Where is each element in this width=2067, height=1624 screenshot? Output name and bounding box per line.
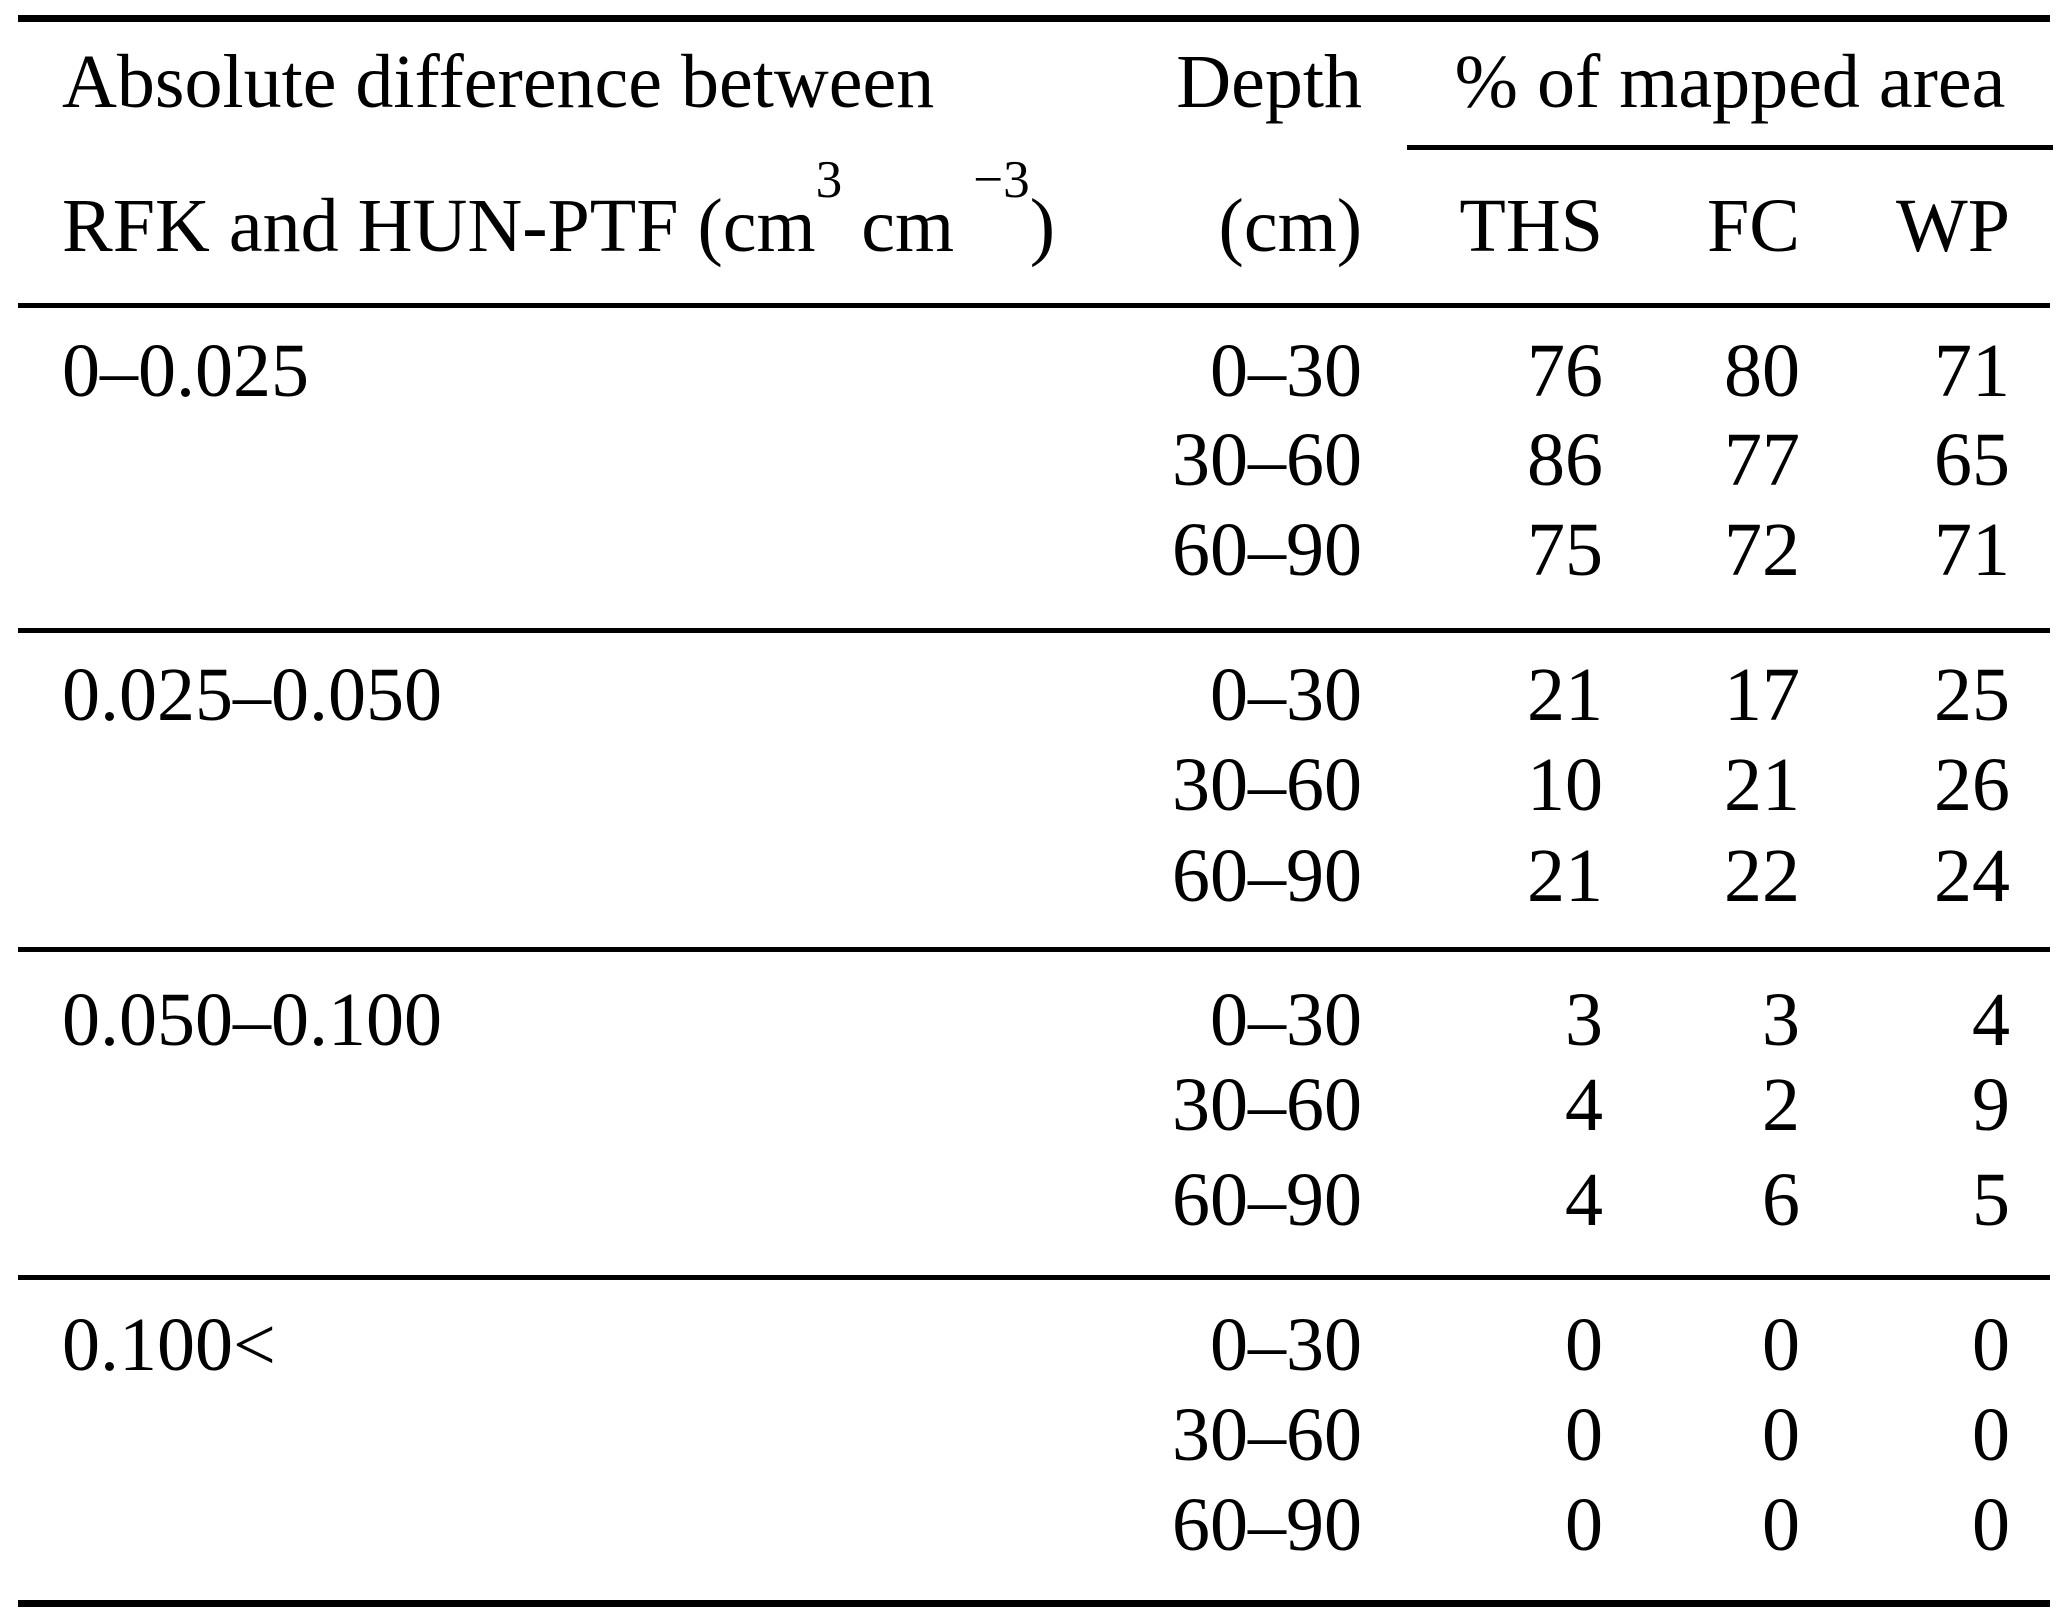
ths-value-cell: 3 bbox=[1565, 978, 1603, 1062]
column-header-ths: THS bbox=[1459, 184, 1603, 268]
table-top-rule bbox=[18, 15, 2050, 22]
depth-cell: 60–90 bbox=[1172, 834, 1362, 918]
mapped-area-spanner-rule bbox=[1407, 145, 2053, 150]
depth-header-line2: (cm) bbox=[1218, 184, 1362, 268]
ths-value-cell: 4 bbox=[1565, 1158, 1603, 1242]
ths-value-cell: 21 bbox=[1527, 653, 1603, 737]
fc-value-cell: 3 bbox=[1762, 978, 1800, 1062]
mapped-area-header: % of mapped area bbox=[1454, 40, 2006, 124]
wp-value-cell: 71 bbox=[1934, 508, 2010, 592]
ths-value-cell: 0 bbox=[1565, 1393, 1603, 1477]
ths-value-cell: 10 bbox=[1527, 743, 1603, 827]
wp-value-cell: 24 bbox=[1934, 834, 2010, 918]
table-row: 0.025–0.050 0–30 21 17 25 bbox=[0, 650, 2067, 740]
table-row: 60–90 4 6 5 bbox=[0, 1155, 2067, 1245]
ths-value-cell: 0 bbox=[1565, 1483, 1603, 1567]
diff-header-suffix: ) bbox=[1029, 184, 1056, 268]
table-row: 0.100< 0–30 0 0 0 bbox=[0, 1300, 2067, 1390]
fc-value-cell: 0 bbox=[1762, 1483, 1800, 1567]
wp-value-cell: 0 bbox=[1972, 1483, 2010, 1567]
table-row: 30–60 86 77 65 bbox=[0, 415, 2067, 505]
fc-value-cell: 77 bbox=[1724, 418, 1800, 502]
depth-cell: 30–60 bbox=[1172, 418, 1362, 502]
wp-value-cell: 9 bbox=[1972, 1063, 2010, 1147]
column-header-fc: FC bbox=[1707, 184, 1800, 268]
fc-value-cell: 21 bbox=[1724, 743, 1800, 827]
depth-cell: 60–90 bbox=[1172, 508, 1362, 592]
group-separator-rule-3 bbox=[18, 1275, 2050, 1280]
fc-value-cell: 22 bbox=[1724, 834, 1800, 918]
depth-cell: 30–60 bbox=[1172, 1393, 1362, 1477]
fc-value-cell: 6 bbox=[1762, 1158, 1800, 1242]
fc-value-cell: 17 bbox=[1724, 653, 1800, 737]
diff-range-cell: 0.050–0.100 bbox=[62, 978, 442, 1062]
table-row: 30–60 10 21 26 bbox=[0, 740, 2067, 830]
depth-cell: 30–60 bbox=[1172, 743, 1362, 827]
depth-cell: 0–30 bbox=[1210, 978, 1362, 1062]
wp-value-cell: 5 bbox=[1972, 1158, 2010, 1242]
diff-header-line2: RFK and HUN-PTF (cm3 cm −3) bbox=[62, 150, 1056, 268]
wp-value-cell: 0 bbox=[1972, 1303, 2010, 1387]
wp-value-cell: 65 bbox=[1934, 418, 2010, 502]
depth-cell: 60–90 bbox=[1172, 1483, 1362, 1567]
ths-value-cell: 75 bbox=[1527, 508, 1603, 592]
table-row: 60–90 0 0 0 bbox=[0, 1480, 2067, 1570]
depth-cell: 60–90 bbox=[1172, 1158, 1362, 1242]
header-row-2: RFK and HUN-PTF (cm3 cm −3) (cm) THS FC … bbox=[0, 150, 2067, 271]
ths-value-cell: 0 bbox=[1565, 1303, 1603, 1387]
ths-value-cell: 21 bbox=[1527, 834, 1603, 918]
wp-value-cell: 71 bbox=[1934, 329, 2010, 413]
depth-cell: 0–30 bbox=[1210, 653, 1362, 737]
diff-range-cell: 0.025–0.050 bbox=[62, 653, 442, 737]
fc-value-cell: 0 bbox=[1762, 1303, 1800, 1387]
wp-value-cell: 0 bbox=[1972, 1393, 2010, 1477]
header-bottom-rule bbox=[18, 303, 2050, 308]
depth-cell: 0–30 bbox=[1210, 1303, 1362, 1387]
diff-header-line1: Absolute difference between bbox=[62, 40, 935, 124]
group-separator-rule-2 bbox=[18, 947, 2050, 952]
depth-header-line1: Depth bbox=[1176, 40, 1362, 124]
diff-range-cell: 0.100< bbox=[62, 1303, 276, 1387]
table-row: 60–90 21 22 24 bbox=[0, 831, 2067, 921]
fc-value-cell: 80 bbox=[1724, 329, 1800, 413]
depth-cell: 30–60 bbox=[1172, 1063, 1362, 1147]
table-row: 60–90 75 72 71 bbox=[0, 505, 2067, 595]
diff-range-cell: 0–0.025 bbox=[62, 329, 309, 413]
table-row: 30–60 4 2 9 bbox=[0, 1060, 2067, 1150]
wp-value-cell: 25 bbox=[1934, 653, 2010, 737]
wp-value-cell: 4 bbox=[1972, 978, 2010, 1062]
fc-value-cell: 0 bbox=[1762, 1393, 1800, 1477]
diff-header-mid: cm bbox=[842, 184, 974, 268]
column-header-wp: WP bbox=[1896, 184, 2010, 268]
ths-value-cell: 4 bbox=[1565, 1063, 1603, 1147]
depth-cell: 0–30 bbox=[1210, 329, 1362, 413]
wp-value-cell: 26 bbox=[1934, 743, 2010, 827]
table-row: 0.050–0.100 0–30 3 3 4 bbox=[0, 975, 2067, 1065]
group-separator-rule-1 bbox=[18, 628, 2050, 633]
table-row: 0–0.025 0–30 76 80 71 bbox=[0, 326, 2067, 416]
table-bottom-rule bbox=[18, 1600, 2050, 1607]
header-row-1: Absolute difference between Depth % of m… bbox=[0, 37, 2067, 127]
fc-value-cell: 72 bbox=[1724, 508, 1800, 592]
ths-value-cell: 86 bbox=[1527, 418, 1603, 502]
diff-header-prefix: RFK and HUN-PTF (cm bbox=[62, 184, 816, 268]
table-row: 30–60 0 0 0 bbox=[0, 1390, 2067, 1480]
ths-value-cell: 76 bbox=[1527, 329, 1603, 413]
fc-value-cell: 2 bbox=[1762, 1063, 1800, 1147]
